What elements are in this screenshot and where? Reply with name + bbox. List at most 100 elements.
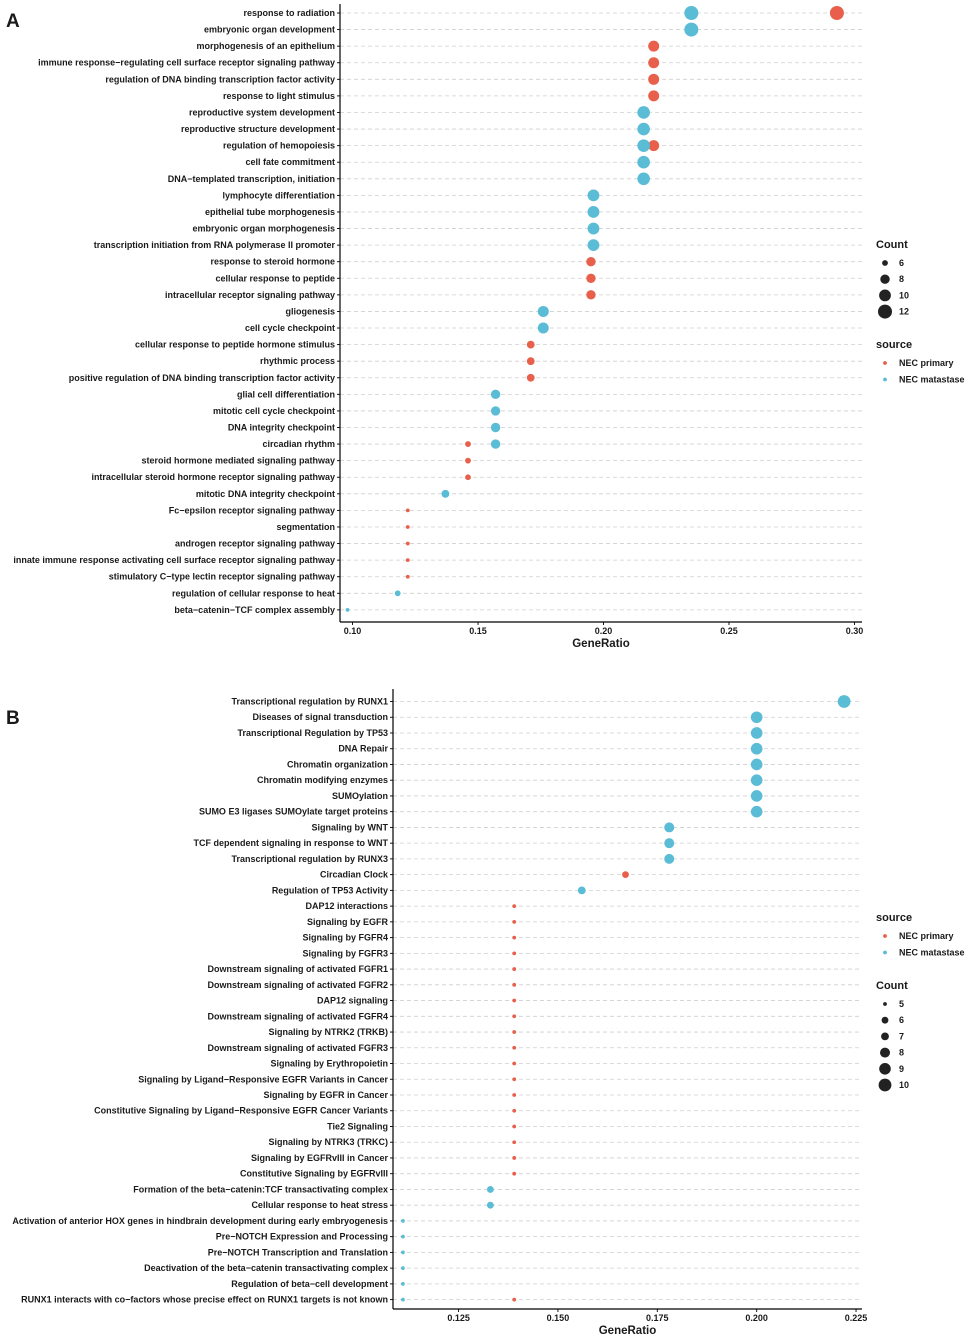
- panel-b-color-legend-label: NEC matastase: [899, 948, 965, 958]
- panel-b-data-point: [512, 1156, 517, 1160]
- panel-a-size-legend-key: [879, 289, 891, 302]
- panel-a-data-point: [537, 305, 549, 317]
- panel-b-category-label: Transcriptional regulation by RUNX1: [231, 697, 388, 707]
- panel-b-data-point: [401, 1234, 405, 1239]
- panel-b-color-legend-key: [883, 950, 887, 955]
- panel-a-data-point: [405, 525, 410, 529]
- panel-b-category-label: Signaling by EGFRvIII in Cancer: [251, 1153, 389, 1163]
- panel-a-size-legend-key: [878, 304, 892, 319]
- panel-b-size-legend-key: [880, 1047, 890, 1058]
- panel-b-category-label: DAP12 interactions: [305, 901, 388, 911]
- panel-b-category-label: Downstream signaling of activated FGFR3: [207, 1043, 388, 1053]
- panel-a-data-point: [684, 6, 699, 20]
- panel-b-category-label: DAP12 signaling: [317, 996, 388, 1006]
- panel-a-data-point: [648, 140, 660, 152]
- panel-a-data-point: [394, 590, 401, 597]
- panel-b-data-point: [512, 1124, 517, 1129]
- panel-a-x-tick-label: 0.15: [469, 626, 487, 636]
- panel-a-data-point: [637, 139, 650, 152]
- panel-a-category-label: embryonic organ morphogenesis: [192, 224, 335, 234]
- panel-b-data-point: [401, 1266, 405, 1271]
- panel-b-category-label: Circadian Clock: [320, 870, 389, 880]
- panel-a-category-label: regulation of cellular response to heat: [172, 588, 335, 598]
- panel-a-category-label: regulation of DNA binding transcription …: [105, 74, 335, 84]
- panel-b-category-label: Signaling by FGFR4: [302, 933, 388, 943]
- panel-b-data-point: [750, 742, 763, 755]
- panel-b-data-point: [664, 838, 675, 849]
- panel-a-data-point: [587, 239, 600, 252]
- panel-a-category-label: DNA integrity checkpoint: [228, 423, 335, 433]
- panel-b-x-tick-label: 0.150: [547, 1313, 570, 1323]
- panel-b-data-point: [750, 758, 763, 771]
- panel-a-data-point: [587, 222, 600, 235]
- panel-a-data-point: [637, 106, 650, 119]
- panel-a-color-legend-label: NEC matastase: [899, 375, 965, 385]
- panel-b-data-point: [837, 695, 851, 708]
- panel-b-data-point: [750, 711, 763, 724]
- panel-a-category-label: glial cell differentiation: [237, 389, 335, 399]
- panel-a-category-label: intracellular steroid hormone receptor s…: [91, 472, 335, 482]
- panel-b-data-point: [750, 790, 763, 802]
- panel-b-category-label: Downstream signaling of activated FGFR4: [207, 1011, 388, 1021]
- panel-b-data-point: [401, 1297, 405, 1302]
- panel-a-x-tick-label: 0.30: [846, 626, 864, 636]
- panel-a-data-point: [441, 489, 450, 498]
- panel-a-letter: A: [6, 11, 20, 32]
- panel-b-data-point: [512, 1045, 517, 1050]
- panel-a-data-point: [648, 73, 660, 85]
- panel-b-size-legend-key: [881, 1032, 889, 1041]
- panel-a-size-legend-key: [880, 274, 890, 284]
- panel-b-data-point: [577, 886, 586, 895]
- panel-b-data-point: [512, 1077, 517, 1082]
- panel-a-size-legend-label: 12: [899, 307, 909, 317]
- panel-a-category-label: androgen receptor signaling pathway: [175, 539, 335, 549]
- panel-a-category-label: cell fate commitment: [245, 157, 335, 167]
- panel-b-data-point: [664, 822, 675, 833]
- panel-b-size-legend-key: [878, 1078, 892, 1092]
- panel-b-x-tick-label: 0.200: [745, 1313, 768, 1323]
- panel-b-category-label: SUMOylation: [332, 791, 388, 801]
- panel-a-data-point: [587, 206, 600, 218]
- panel-b-data-point: [512, 1030, 517, 1034]
- panel-a-data-point: [405, 541, 410, 546]
- panel-b-size-legend-key: [883, 1002, 887, 1006]
- panel-a-color-legend-key: [883, 377, 887, 382]
- panel-b-data-point: [664, 853, 675, 864]
- panel-b-data-point: [512, 1171, 517, 1176]
- panel-a-category-label: mitotic DNA integrity checkpoint: [196, 489, 335, 499]
- panel-a-data-point: [648, 57, 660, 69]
- panel-b-data-point: [486, 1201, 494, 1209]
- panel-a-data-point: [684, 22, 699, 37]
- panel-a-data-point: [490, 439, 501, 449]
- panel-b-data-point: [486, 1186, 494, 1193]
- panel-a-data-point: [526, 373, 535, 382]
- panel-b-color-legend-key: [883, 934, 887, 938]
- panel-b-data-point: [512, 951, 517, 956]
- panel-b-category-label: Signaling by EGFR: [307, 917, 389, 927]
- panel-b-category-label: Pre−NOTCH Expression and Processing: [216, 1232, 388, 1242]
- panel-b-size-legend-label: 10: [899, 1080, 909, 1090]
- panel-b-category-label: SUMO E3 ligases SUMOylate target protein…: [199, 807, 388, 817]
- panel-a-category-label: cell cycle checkpoint: [245, 323, 335, 333]
- panel-a-data-point: [648, 40, 660, 52]
- panel-a-category-label: response to light stimulus: [223, 91, 335, 101]
- panel-a-category-label: segmentation: [276, 522, 335, 532]
- panel-b-category-label: Signaling by NTRK2 (TRKB): [269, 1027, 389, 1037]
- panel-b-data-point: [750, 774, 763, 786]
- panel-b-category-label: Signaling by Ligand−Responsive EGFR Vari…: [138, 1074, 388, 1084]
- panel-b-data-point: [401, 1281, 405, 1286]
- panel-a-category-label: response to radiation: [243, 8, 335, 18]
- panel-b-category-label: Activation of anterior HOX genes in hind…: [12, 1216, 388, 1226]
- panel-a-data-point: [490, 422, 501, 433]
- panel-a-data-point: [587, 189, 600, 202]
- panel-b-data-point: [512, 967, 517, 971]
- panel-b-category-label: Chromatin organization: [287, 759, 388, 769]
- panel-a-category-label: epithelial tube morphogenesis: [205, 207, 335, 217]
- panel-b-data-point: [512, 1140, 517, 1145]
- panel-b-data-point: [512, 998, 517, 1003]
- panel-b-x-tick-label: 0.125: [447, 1313, 470, 1323]
- panel-b-data-point: [401, 1219, 405, 1223]
- panel-a-category-label: cellular response to peptide: [215, 273, 335, 283]
- panel-b-category-label: Signaling by Erythropoietin: [270, 1059, 388, 1069]
- panel-a-data-point: [465, 441, 471, 447]
